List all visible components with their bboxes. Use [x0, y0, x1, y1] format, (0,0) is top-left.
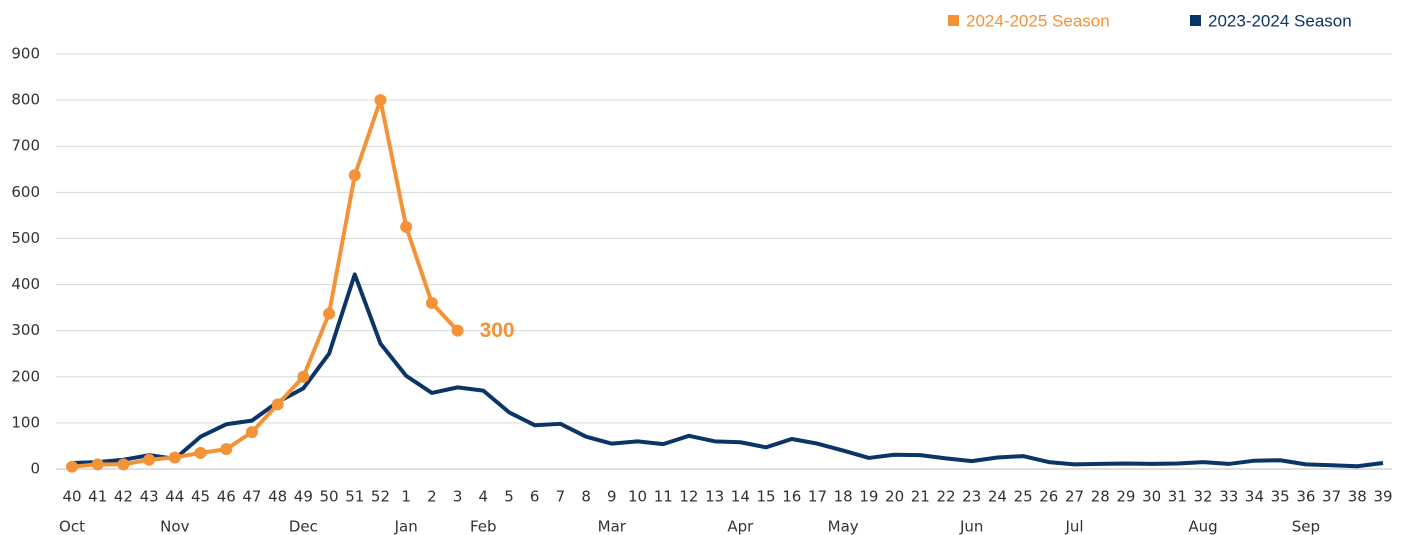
month-label: Aug	[1188, 518, 1217, 535]
x-tick-label: 32	[1194, 488, 1213, 506]
x-tick-label: 2	[427, 488, 437, 506]
point-marker	[245, 426, 258, 439]
x-tick-label: 25	[1014, 488, 1033, 506]
x-tick-label: 39	[1373, 488, 1392, 506]
x-tick-label: 17	[808, 488, 827, 506]
point-marker	[143, 453, 156, 466]
point-marker	[451, 324, 464, 337]
point-marker	[400, 220, 413, 233]
month-label: Sep	[1292, 518, 1320, 535]
x-tick-label: 33	[1219, 488, 1238, 506]
x-tick-label: 45	[191, 488, 210, 506]
y-tick-label: 800	[11, 91, 40, 109]
y-tick-label: 700	[11, 137, 40, 155]
x-tick-label: 38	[1348, 488, 1367, 506]
x-tick-label: 48	[268, 488, 287, 506]
x-tick-label: 23	[962, 488, 981, 506]
y-tick-label: 0	[30, 460, 40, 478]
point-marker	[194, 446, 207, 459]
x-tick-label: 3	[453, 488, 463, 506]
x-tick-label: 10	[628, 488, 647, 506]
point-marker	[297, 370, 310, 383]
month-label: Feb	[470, 518, 497, 535]
x-tick-label: 18	[834, 488, 853, 506]
series-line	[71, 272, 1384, 469]
point-marker	[323, 307, 336, 320]
x-tick-label: 41	[88, 488, 107, 506]
x-tick-label: 36	[1296, 488, 1315, 506]
month-label: Jul	[1064, 518, 1083, 535]
point-marker	[374, 94, 387, 107]
y-tick-label: 200	[11, 367, 40, 385]
x-tick-label: 26	[1039, 488, 1058, 506]
x-tick-label: 9	[607, 488, 617, 506]
x-tick-label: 19	[859, 488, 878, 506]
x-tick-label: 14	[731, 488, 750, 506]
x-tick-label: 13	[705, 488, 724, 506]
x-tick-label: 27	[1065, 488, 1084, 506]
y-tick-label: 100	[11, 413, 40, 431]
month-label: Oct	[59, 518, 85, 535]
x-tick-label: 4	[479, 488, 489, 506]
x-tick-label: 6	[530, 488, 540, 506]
x-tick-label: 42	[114, 488, 133, 506]
x-tick-label: 24	[988, 488, 1007, 506]
x-tick-label: 16	[782, 488, 801, 506]
x-tick-label: 52	[371, 488, 390, 506]
x-tick-label: 51	[345, 488, 364, 506]
y-tick-label: 300	[11, 321, 40, 339]
point-marker	[66, 460, 78, 473]
x-tick-label: 12	[679, 488, 698, 506]
x-tick-label: 11	[654, 488, 673, 506]
month-label: Dec	[289, 518, 318, 535]
y-tick-label: 500	[11, 229, 40, 247]
legend-swatch	[948, 15, 959, 26]
month-label: Apr	[727, 518, 754, 535]
point-marker	[271, 398, 284, 411]
x-tick-label: 50	[320, 488, 339, 506]
data-label: 300	[480, 319, 515, 342]
x-tick-label: 8	[581, 488, 591, 506]
y-tick-label: 600	[11, 183, 40, 201]
x-tick-label: 7	[556, 488, 566, 506]
x-tick-label: 35	[1271, 488, 1290, 506]
month-label: Jan	[394, 518, 418, 535]
x-tick-label: 44	[165, 488, 184, 506]
legend-label: 2024-2025 Season	[966, 11, 1110, 30]
x-tick-label: 49	[294, 488, 313, 506]
x-tick-label: 21	[911, 488, 930, 506]
x-tick-label: 22	[936, 488, 955, 506]
legend-label: 2023-2024 Season	[1208, 11, 1352, 30]
month-label: May	[828, 518, 859, 535]
x-tick-label: 37	[1322, 488, 1341, 506]
point-marker	[425, 297, 438, 309]
y-tick-label: 900	[11, 45, 40, 63]
point-marker	[168, 451, 181, 464]
point-marker	[220, 443, 233, 456]
x-tick-label: 31	[1168, 488, 1187, 506]
x-tick-label: 47	[242, 488, 261, 506]
point-marker	[117, 458, 130, 471]
x-tick-label: 34	[1245, 488, 1264, 506]
point-marker	[91, 458, 104, 471]
x-tick-label: 46	[217, 488, 236, 506]
legend-swatch	[1190, 15, 1201, 26]
point-marker	[348, 169, 361, 182]
x-tick-label: 20	[885, 488, 904, 506]
month-label: Nov	[160, 518, 189, 535]
x-tick-label: 43	[140, 488, 159, 506]
month-label: Mar	[598, 518, 627, 535]
x-tick-label: 40	[62, 488, 81, 506]
series-line	[71, 98, 460, 469]
x-tick-label: 15	[757, 488, 776, 506]
y-tick-label: 400	[11, 275, 40, 293]
x-tick-label: 30	[1142, 488, 1161, 506]
x-tick-label: 28	[1091, 488, 1110, 506]
x-tick-label: 29	[1116, 488, 1135, 506]
month-label: Jun	[959, 518, 983, 535]
x-tick-label: 1	[401, 488, 411, 506]
x-tick-label: 5	[504, 488, 514, 506]
